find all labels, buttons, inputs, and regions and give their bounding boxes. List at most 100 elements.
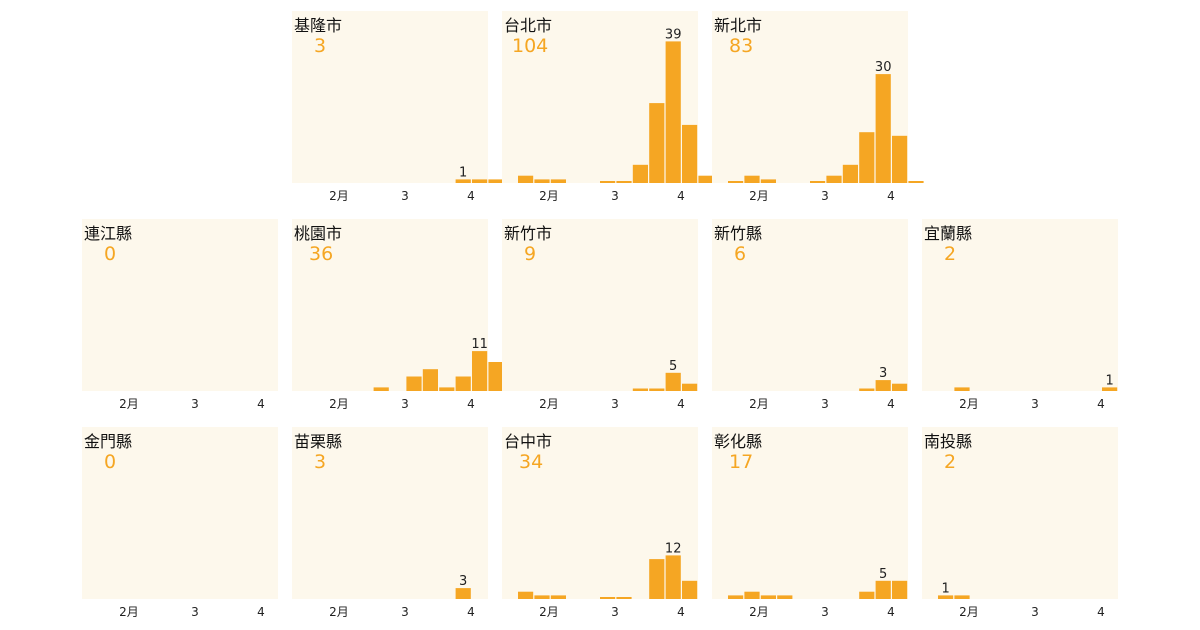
panel-title: 桃園市: [294, 224, 343, 243]
bar: [665, 372, 681, 391]
panel-total: 2: [944, 451, 957, 473]
bar-plot: 3 2月 3 4: [749, 366, 908, 411]
x-tick-label: 2月: [749, 397, 769, 411]
x-tick-label: 3: [401, 605, 409, 619]
panel-background: [712, 219, 908, 391]
panel-新竹縣: 3 2月 3 4 新竹縣 6: [712, 219, 908, 415]
x-tick-label: 2月: [749, 189, 769, 203]
bar: [534, 179, 550, 183]
x-tick-label: 3: [401, 189, 409, 203]
bar: [550, 595, 566, 599]
x-tick-label: 2月: [329, 397, 349, 411]
panel-total: 34: [519, 451, 544, 473]
x-tick-label: 3: [1031, 605, 1039, 619]
panel-total: 36: [309, 243, 334, 265]
x-tick-label: 4: [1097, 397, 1105, 411]
bar: [488, 362, 504, 391]
x-tick-label: 4: [1097, 605, 1105, 619]
bar: [859, 591, 875, 599]
bar-plot: 1 2月 3 4: [938, 581, 1105, 619]
bar: [698, 175, 714, 183]
x-tick-label: 4: [887, 605, 895, 619]
panel-background: [292, 427, 488, 599]
panel-title: 新竹市: [504, 224, 553, 243]
panel-title: 新竹縣: [714, 224, 763, 243]
bar: [600, 181, 616, 183]
bar: [632, 388, 648, 391]
x-tick-label: 3: [821, 189, 829, 203]
panel-total: 3: [314, 35, 327, 57]
bar: [665, 555, 681, 599]
panel-宜蘭縣: 1 2月 3 4 宜蘭縣 2: [922, 219, 1118, 415]
x-tick-label: 2月: [119, 397, 139, 411]
panel-background: [292, 11, 488, 183]
bar: [875, 580, 891, 599]
bar-value-label: 5: [669, 359, 677, 374]
bar: [455, 179, 471, 183]
bar: [760, 595, 776, 599]
panel-total: 2: [944, 243, 957, 265]
panel-台中市: 12 2月 3 4 台中市 34: [502, 427, 698, 623]
x-tick-label: 4: [467, 189, 475, 203]
bar-value-label: 3: [459, 574, 467, 589]
x-tick-label: 2月: [329, 605, 349, 619]
bar: [488, 179, 504, 183]
bar: [744, 175, 760, 183]
panel-title: 台中市: [504, 432, 553, 451]
bar-value-label: 30: [875, 60, 892, 75]
bar: [892, 383, 908, 391]
bar: [632, 164, 648, 183]
panel-title: 南投縣: [924, 432, 973, 451]
x-tick-label: 3: [821, 605, 829, 619]
panel-background: [922, 219, 1118, 391]
bar: [616, 597, 632, 599]
panel-桃園市: 11 2月 3 4 桃園市 36: [292, 219, 520, 415]
bar: [859, 132, 875, 183]
bar-plot: 2月 3 4: [119, 605, 265, 619]
panel-新竹市: 5 2月 3 4 新竹市 9: [502, 219, 698, 415]
bar: [1102, 387, 1118, 391]
x-tick-label: 2月: [539, 189, 559, 203]
x-tick-label: 4: [677, 189, 685, 203]
x-tick-label: 2月: [539, 397, 559, 411]
panel-苗栗縣: 3 2月 3 4 苗栗縣 3: [292, 427, 488, 623]
bar-value-label: 1: [459, 165, 467, 180]
bar-plot: 1 2月 3 4: [329, 165, 504, 203]
x-tick-label: 4: [677, 397, 685, 411]
bar: [826, 175, 842, 183]
bar-value-label: 3: [879, 366, 887, 381]
panel-total: 17: [729, 451, 754, 473]
panel-total: 0: [104, 451, 117, 473]
panel-background: [82, 427, 278, 599]
x-tick-label: 4: [257, 397, 265, 411]
panel-基隆市: 1 2月 3 4 基隆市 3: [292, 11, 504, 207]
x-tick-label: 4: [467, 397, 475, 411]
bar: [954, 387, 970, 391]
bar-plot: 30 2月 3 4: [728, 60, 924, 203]
bar: [760, 179, 776, 183]
x-tick-label: 3: [1031, 397, 1039, 411]
panel-background: [292, 219, 488, 391]
bar: [550, 179, 566, 183]
bar: [682, 124, 698, 183]
bar-value-label: 1: [1105, 373, 1113, 388]
panel-title: 新北市: [714, 16, 763, 35]
panel-total: 83: [729, 35, 754, 57]
bar: [875, 74, 891, 183]
panel-新北市: 30 2月 3 4 新北市 83: [712, 11, 924, 207]
panel-title: 彰化縣: [714, 432, 763, 451]
bar-value-label: 1: [941, 581, 949, 596]
bar: [875, 380, 891, 391]
panel-title: 宜蘭縣: [924, 224, 973, 243]
panel-background: [712, 427, 908, 599]
panel-金門縣: 2月 3 4 金門縣 0: [82, 427, 278, 623]
panel-background: [712, 11, 908, 183]
x-tick-label: 3: [191, 397, 199, 411]
x-tick-label: 4: [887, 189, 895, 203]
panel-彰化縣: 5 2月 3 4 彰化縣 17: [712, 427, 908, 623]
bar: [406, 376, 422, 391]
panel-total: 9: [524, 243, 537, 265]
x-tick-label: 3: [821, 397, 829, 411]
bar: [600, 597, 616, 599]
panel-連江縣: 2月 3 4 連江縣 0: [82, 219, 278, 415]
